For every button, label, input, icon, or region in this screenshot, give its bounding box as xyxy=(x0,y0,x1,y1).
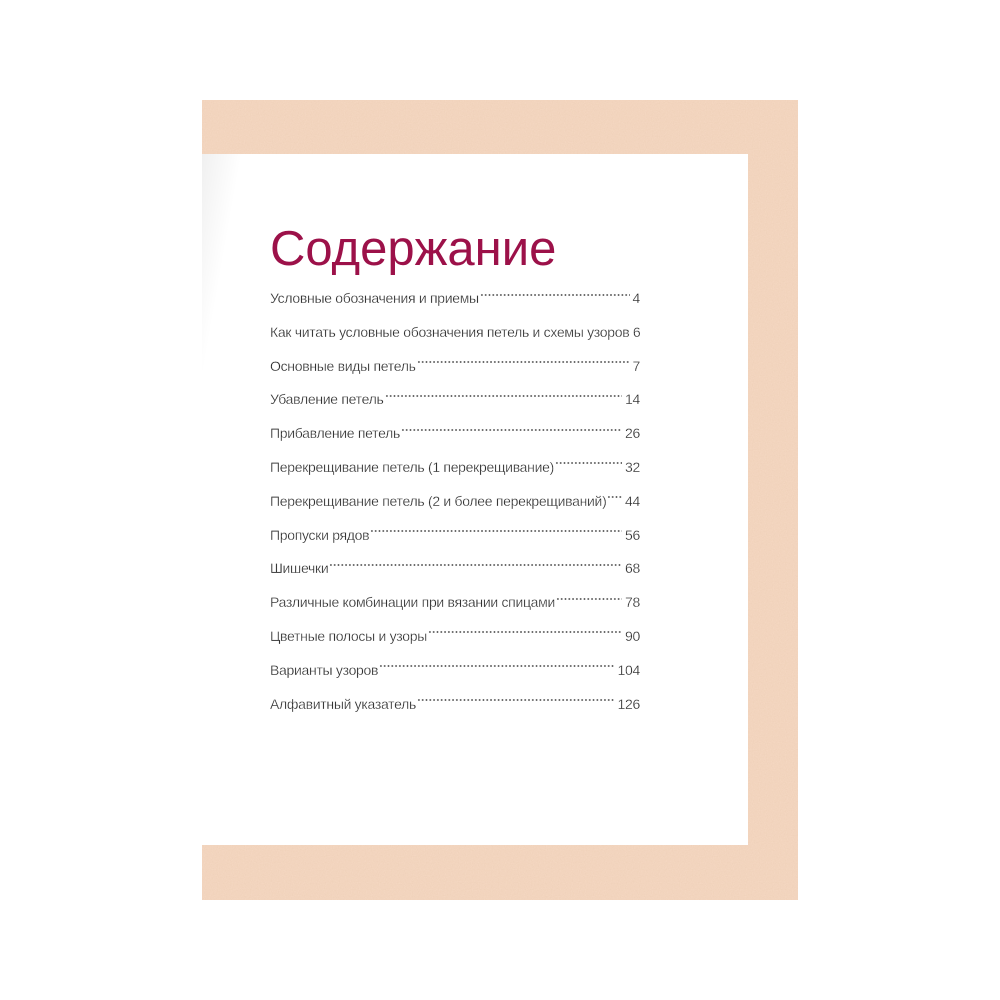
svg-text:Содержание: Содержание xyxy=(270,222,556,276)
